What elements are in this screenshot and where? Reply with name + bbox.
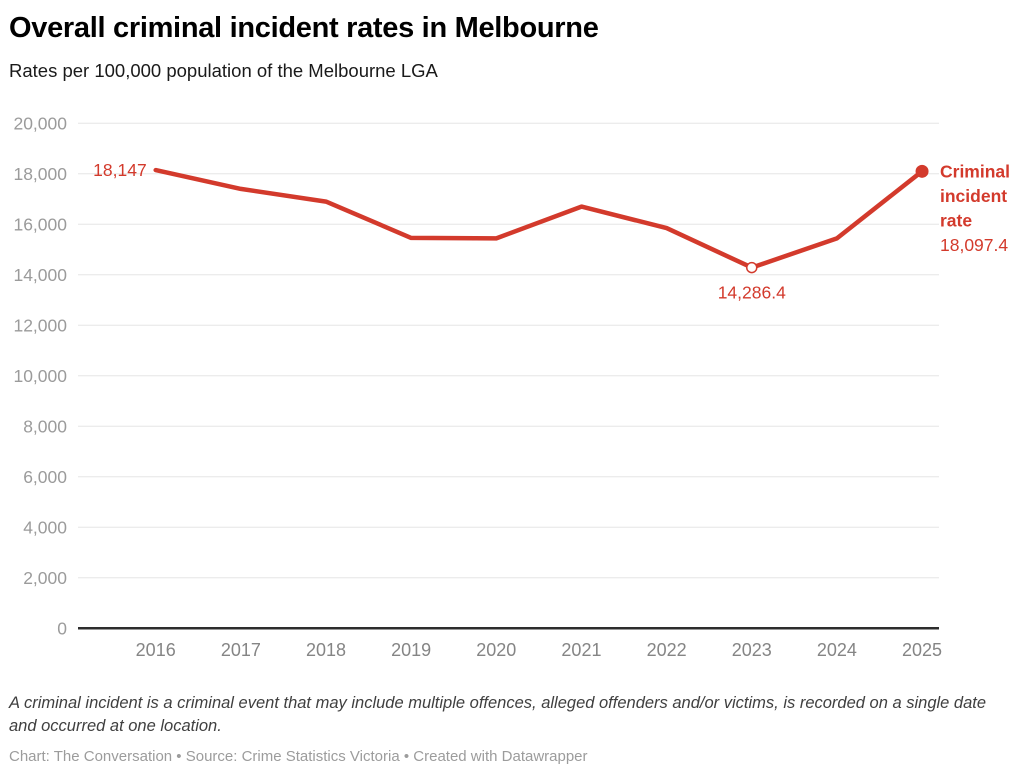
y-axis-tick-label: 2,000	[23, 568, 67, 588]
min-point-open-circle-marker	[746, 261, 758, 274]
series-line-criminal-incident-rate	[153, 167, 925, 270]
y-axis-tick-label: 14,000	[13, 265, 67, 285]
x-axis-tick-label: 2016	[136, 640, 176, 660]
y-axis-tick-label: 6,000	[23, 467, 67, 487]
y-axis-tick-label: 10,000	[13, 366, 67, 386]
chart-subtitle: Rates per 100,000 population of the Melb…	[9, 60, 438, 81]
min-value-label: 14,286.4	[718, 283, 786, 303]
end-value-label: 18,097.4	[940, 235, 1008, 255]
y-axis-tick-label: 4,000	[23, 517, 67, 537]
series-name-label-line: Criminal	[940, 161, 1010, 181]
x-axis-tick-label: 2024	[817, 640, 857, 660]
y-axis-tick-label: 16,000	[13, 214, 67, 234]
x-axis-tick-label: 2025	[902, 640, 942, 660]
line-chart-canvas: 0 2,000 4,000 6,000 8,000 10,000 12,000 14,000 1…	[13, 113, 1010, 660]
y-axis-tick-label: 12,000	[13, 315, 67, 335]
series-name-label-line: rate	[940, 210, 972, 230]
x-axis-tick-label: 2017	[221, 640, 261, 660]
chart-footnote: A criminal incident is a criminal event …	[9, 694, 987, 735]
y-axis-tick-label: 18,000	[13, 164, 67, 184]
end-point-dot-marker	[915, 164, 929, 178]
start-value-label: 18,147	[93, 160, 147, 180]
chart-credit-line: Chart: The Conversation • Source: Crime …	[9, 748, 588, 765]
y-axis-tick-label: 20,000	[13, 113, 67, 133]
x-axis-tick-label: 2019	[391, 640, 431, 660]
series-name-label-line: incident	[940, 186, 1007, 206]
chart-title: Overall criminal incident rates in Melbo…	[9, 12, 599, 44]
x-axis-tick-label: 2018	[306, 640, 346, 660]
x-axis-tick-label: 2020	[476, 640, 516, 660]
y-axis-tick-label: 0	[57, 618, 67, 638]
x-axis-tick-label: 2022	[647, 640, 687, 660]
x-axis-tick-label: 2023	[732, 640, 772, 660]
y-axis-tick-label: 8,000	[23, 416, 67, 436]
x-axis-tick-label: 2021	[561, 640, 601, 660]
